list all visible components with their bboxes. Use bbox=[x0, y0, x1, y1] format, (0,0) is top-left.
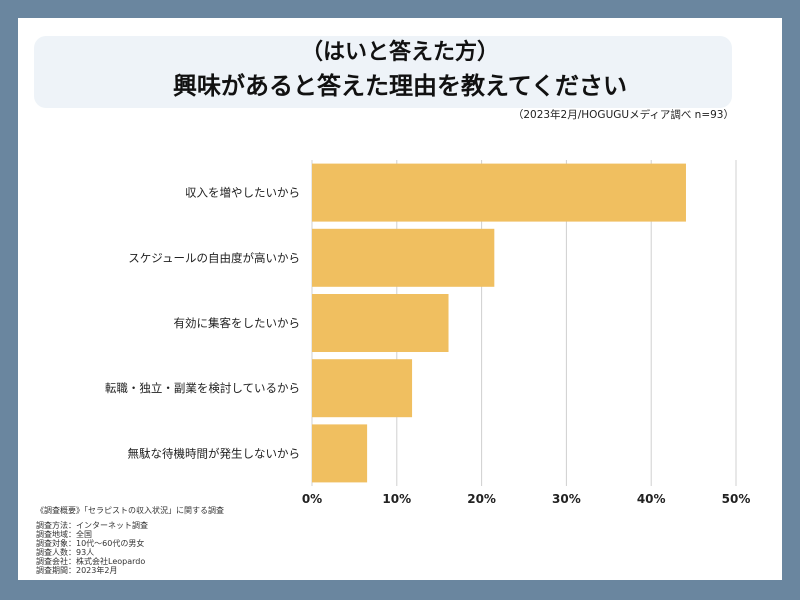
bar bbox=[312, 359, 413, 418]
x-tick-label: 30% bbox=[552, 492, 581, 506]
bar bbox=[312, 294, 449, 352]
x-tick-label: 40% bbox=[637, 492, 666, 506]
category-label: 無駄な待機時間が発生しないから bbox=[128, 446, 301, 460]
chart-title-line2: 興味があると答えた理由を教えてください bbox=[172, 72, 628, 100]
chart-title-line1: （はいと答えた方） bbox=[300, 40, 499, 65]
survey-detail-period: 調査期間：2023年2月 bbox=[36, 566, 118, 575]
survey-notes: 《調査概要》「セラピストの収入状況」に関する調査 調査方法：インターネット調査 … bbox=[36, 506, 224, 575]
survey-detail-count: 調査人数：93人 bbox=[36, 548, 95, 557]
category-label: 収入を増やしたいから bbox=[185, 186, 300, 200]
bar bbox=[312, 228, 495, 287]
category-label: 有効に集客をしたいから bbox=[174, 316, 301, 330]
survey-detail-company: 調査会社：株式会社Leopardo bbox=[36, 557, 146, 566]
category-label: スケジュールの自由度が高いから bbox=[128, 251, 300, 265]
bar bbox=[312, 163, 686, 222]
survey-detail-target: 調査対象：10代～60代の男女 bbox=[36, 539, 145, 548]
x-tick-label: 0% bbox=[302, 492, 322, 506]
x-tick-label: 20% bbox=[467, 492, 496, 506]
source-note: （2023年2月/HOGUGUメディア調べ n=93） bbox=[512, 109, 734, 121]
survey-title: 《調査概要》「セラピストの収入状況」に関する調査 bbox=[36, 506, 224, 515]
survey-detail-method: 調査方法：インターネット調査 bbox=[36, 521, 148, 530]
survey-detail-region: 調査地域：全国 bbox=[36, 530, 92, 539]
x-tick-label: 50% bbox=[722, 492, 751, 506]
x-tick-label: 10% bbox=[382, 492, 411, 506]
category-label: 転職・独立・副業を検討しているから bbox=[105, 381, 300, 395]
title-box bbox=[34, 36, 732, 108]
bar bbox=[312, 424, 368, 483]
